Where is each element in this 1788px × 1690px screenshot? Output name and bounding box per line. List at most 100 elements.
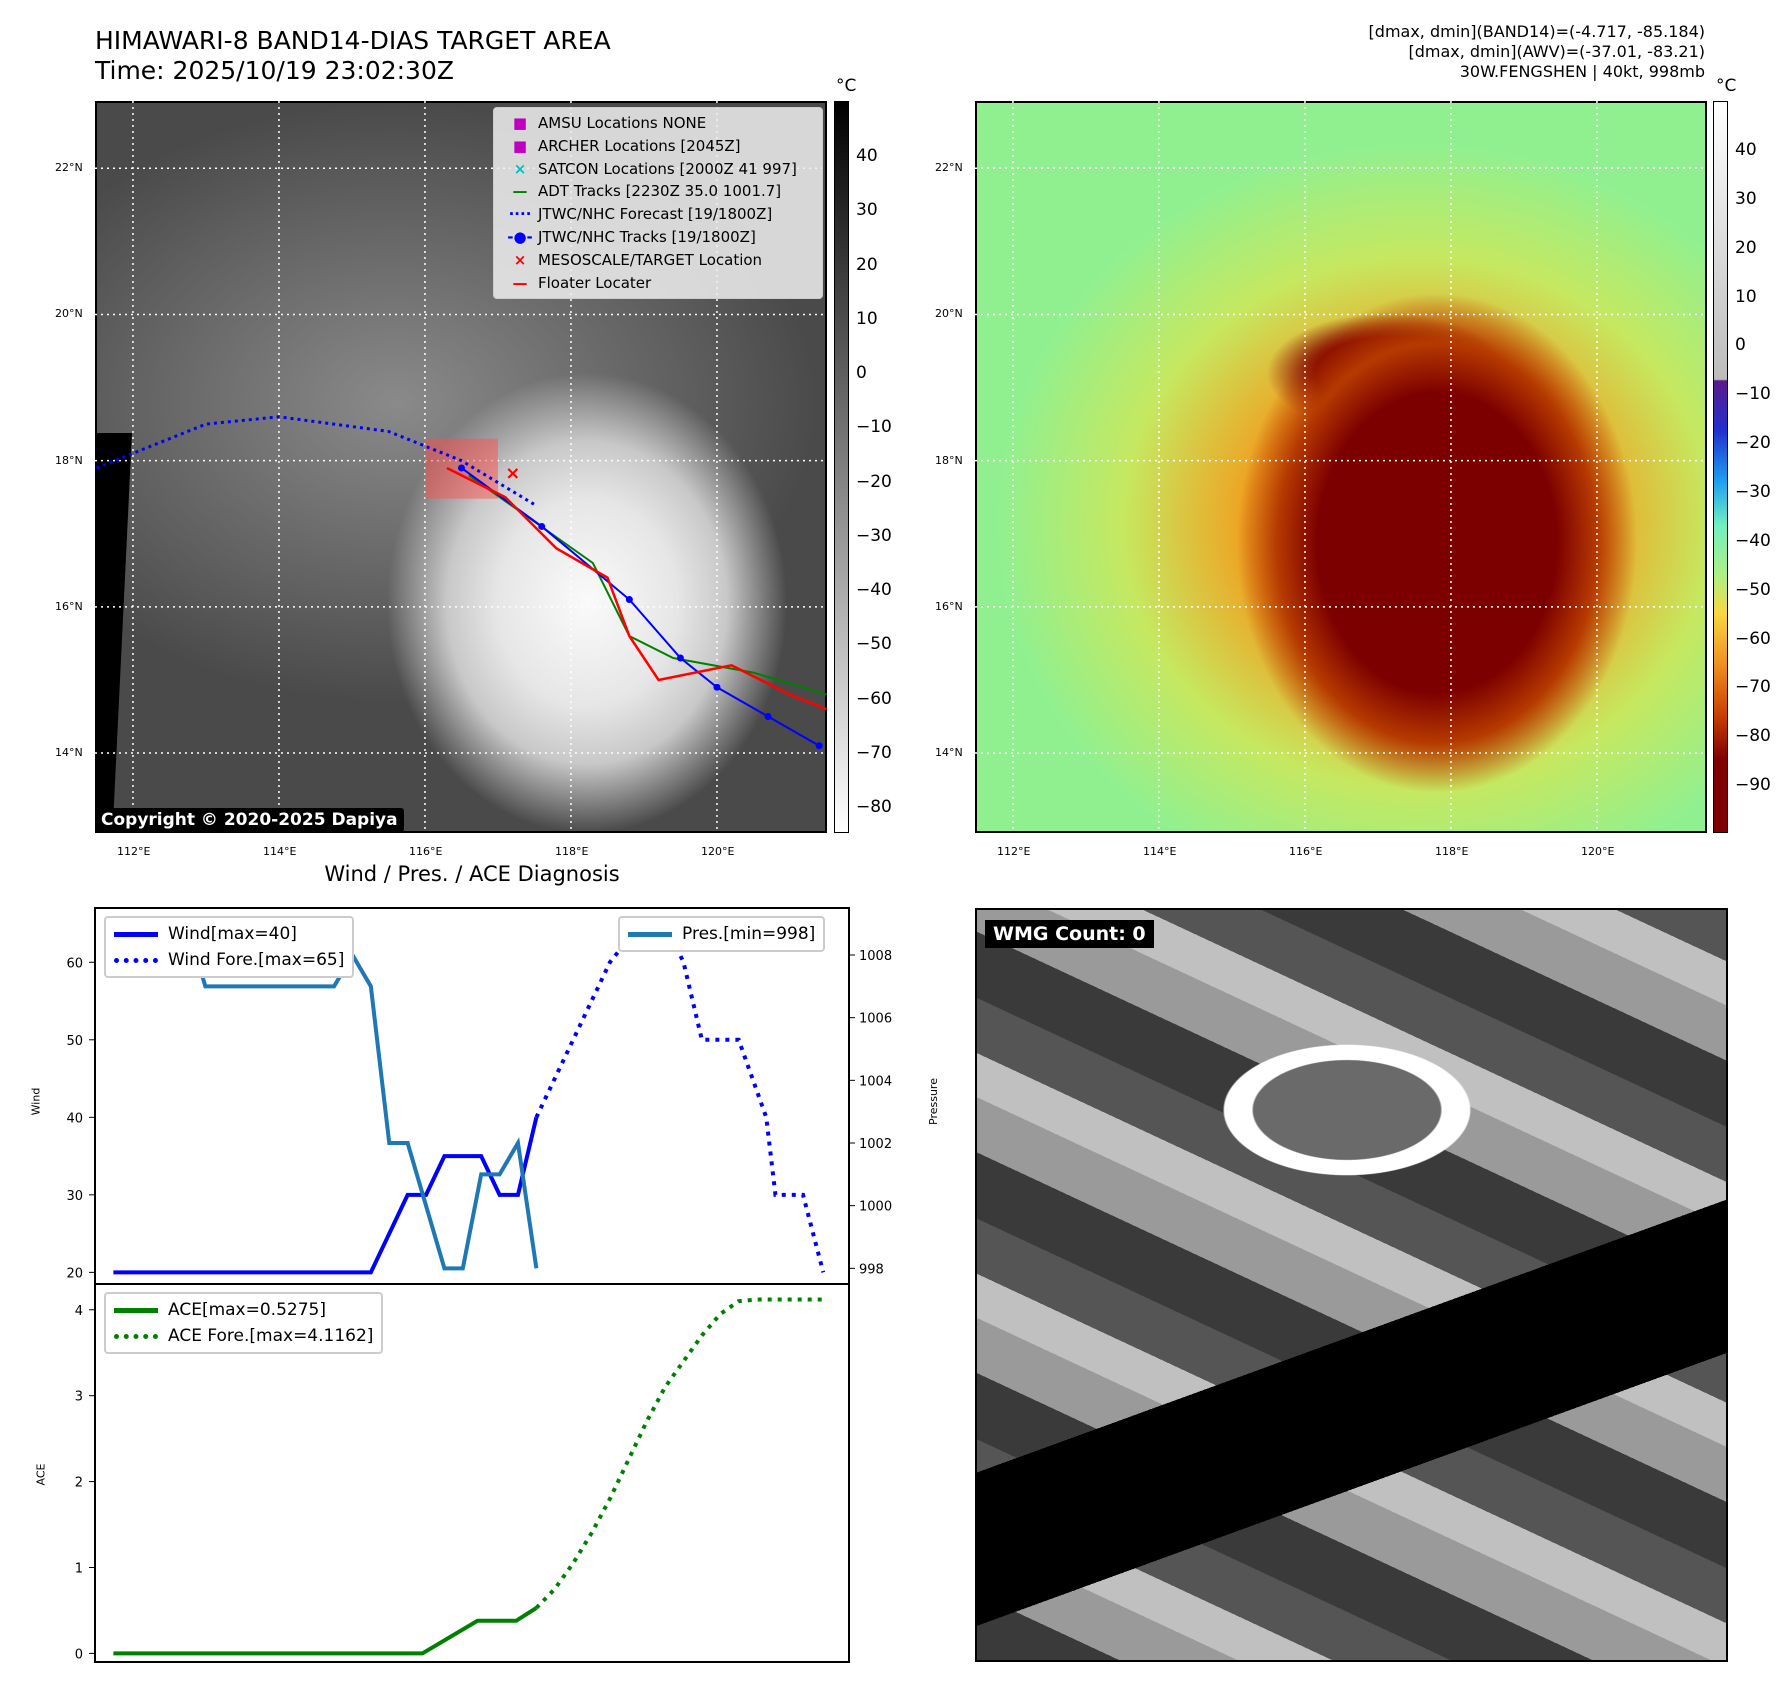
y-tick-label: 3 bbox=[75, 1390, 83, 1405]
series-line-pres- bbox=[113, 921, 539, 1271]
legend-label: ARCHER Locations [2045Z] bbox=[538, 136, 741, 155]
stats-block: [dmax, dmin](BAND14)=(-4.717, -85.184) [… bbox=[1369, 22, 1705, 82]
cbar2-tick: −20 bbox=[1735, 433, 1771, 454]
lat-tick: 14°N bbox=[935, 746, 963, 760]
time-text: Time: 2025/10/19 23:02:30Z bbox=[95, 56, 454, 85]
legend-item: — Floater Locater bbox=[502, 272, 652, 294]
jtwc-track-point bbox=[457, 464, 465, 472]
lon-tick: 118°E bbox=[1434, 845, 1469, 858]
y-tick-label: 60 bbox=[66, 956, 83, 971]
lat-tick: 18°N bbox=[55, 453, 83, 467]
lon-tick: 114°E bbox=[1142, 845, 1177, 858]
y-tick-label: 4 bbox=[75, 1304, 83, 1319]
jtwc-track-point bbox=[676, 654, 684, 662]
figure-title: HIMAWARI-8 BAND14-DIAS TARGET AREA Time: … bbox=[95, 26, 611, 86]
lon-tick: 118°E bbox=[554, 845, 589, 858]
legend-label: AMSU Locations NONE bbox=[538, 114, 707, 132]
legend-label: SATCON Locations [2000Z 41 997] bbox=[538, 159, 797, 178]
legend-item: — ADT Tracks [2230Z 35.0 1001.7] bbox=[502, 180, 782, 202]
legend-wind-fore: Wind Fore.[max=65] bbox=[168, 950, 345, 970]
cbar1-tick: −50 bbox=[856, 634, 892, 655]
lon-tick: 114°E bbox=[262, 845, 297, 858]
cbar2-tick: −80 bbox=[1735, 726, 1771, 747]
jtwc-track-point bbox=[625, 596, 633, 604]
legend-symbol-icon: — bbox=[512, 182, 528, 201]
cbar2-tick: 30 bbox=[1735, 188, 1757, 209]
cbar2-unit: °C bbox=[1716, 76, 1737, 96]
legend-pres: Pres.[min=998] bbox=[682, 924, 816, 944]
cbar2-tick: −90 bbox=[1735, 775, 1771, 796]
legend-item: ···· JTWC/NHC Forecast [19/1800Z] bbox=[502, 203, 773, 225]
cbar2-tick: −30 bbox=[1735, 481, 1771, 502]
cbar1-unit: °C bbox=[836, 76, 857, 96]
lat-tick: 16°N bbox=[55, 599, 83, 613]
legend-item: ■ AMSU Locations NONE bbox=[502, 112, 706, 134]
awv-map bbox=[975, 101, 1707, 833]
lon-tick: 120°E bbox=[700, 845, 735, 858]
lon-tick: 112°E bbox=[996, 845, 1031, 858]
wmg-count-label: WMG Count: 0 bbox=[985, 920, 1154, 948]
cbar2-tick: 10 bbox=[1735, 286, 1757, 307]
cbar1-tick: −60 bbox=[856, 688, 892, 709]
y2-tick-label: 1006 bbox=[859, 1012, 892, 1027]
legend-label: JTWC/NHC Forecast [19/1800Z] bbox=[538, 205, 773, 224]
lat-tick: 14°N bbox=[55, 746, 83, 760]
storm-info: 30W.FENGSHEN | 40kt, 998mb bbox=[1459, 62, 1705, 81]
y-tick-label: 0 bbox=[75, 1647, 83, 1662]
colorbar-awv bbox=[1713, 101, 1728, 833]
lon-tick: 112°E bbox=[116, 845, 151, 858]
legend-symbol-icon: ■ bbox=[512, 114, 528, 132]
ace-legend: ACE[max=0.5275] ACE Fore.[max=4.1162] bbox=[104, 1292, 384, 1354]
cbar2-tick: 20 bbox=[1735, 237, 1757, 258]
y2-tick-label: 1002 bbox=[859, 1137, 892, 1152]
legend-item: × MESOSCALE/TARGET Location bbox=[502, 249, 762, 271]
pressure-legend: Pres.[min=998] bbox=[618, 916, 826, 952]
colorbar-band14 bbox=[834, 101, 849, 833]
pressure-axis-label: Pressure bbox=[926, 1078, 940, 1125]
copyright-label: Copyright © 2020-2025 Dapiya bbox=[95, 808, 404, 832]
legend-symbol-icon: — bbox=[512, 273, 528, 292]
legend-ace: ACE[max=0.5275] bbox=[168, 1300, 326, 1320]
lat-tick: 22°N bbox=[935, 161, 963, 175]
cbar2-tick: −40 bbox=[1735, 530, 1771, 551]
floater-track bbox=[446, 466, 827, 711]
legend-wind: Wind[max=40] bbox=[168, 924, 297, 944]
cbar2-tick: 40 bbox=[1735, 140, 1757, 160]
legend-symbol-icon: ■ bbox=[512, 136, 528, 155]
cbar2-tick: −50 bbox=[1735, 579, 1771, 600]
mesoscale-target-marker: × bbox=[505, 463, 520, 484]
lon-tick: 116°E bbox=[1288, 845, 1323, 858]
y2-tick-label: 1008 bbox=[859, 949, 892, 964]
legend-ace-fore: ACE Fore.[max=4.1162] bbox=[168, 1326, 374, 1346]
chart-title: Wind / Pres. / ACE Diagnosis bbox=[324, 862, 620, 886]
y-tick-label: 30 bbox=[66, 1189, 83, 1204]
lat-tick: 22°N bbox=[55, 161, 83, 175]
legend-label: Floater Locater bbox=[538, 273, 652, 292]
jtwc-track-point bbox=[815, 742, 823, 750]
lat-tick: 20°N bbox=[935, 307, 963, 321]
legend-symbol-icon: ···· bbox=[508, 205, 532, 224]
lon-tick: 116°E bbox=[408, 845, 443, 858]
wind-axis-label: Wind bbox=[29, 1087, 43, 1116]
cbar1-tick: 30 bbox=[856, 200, 878, 221]
legend-item: -●- JTWC/NHC Tracks [19/1800Z] bbox=[502, 226, 756, 248]
cbar2-tick: 0 bbox=[1735, 335, 1746, 356]
legend-symbol-icon: -●- bbox=[507, 228, 533, 246]
legend-item: × SATCON Locations [2000Z 41 997] bbox=[502, 158, 797, 180]
cbar1-tick: 10 bbox=[856, 308, 878, 329]
y2-tick-label: 998 bbox=[859, 1262, 884, 1277]
series-line-ace bbox=[113, 1606, 538, 1656]
y-tick-label: 2 bbox=[75, 1476, 83, 1491]
cbar2-tick: −60 bbox=[1735, 628, 1771, 649]
jtwc-track-point bbox=[538, 522, 546, 530]
jtwc-track-point bbox=[764, 713, 772, 721]
cbar2-tick: −10 bbox=[1735, 384, 1771, 405]
cbar1-tick: −70 bbox=[856, 742, 892, 763]
chart-frame bbox=[94, 1283, 850, 1663]
cbar1-tick: −10 bbox=[856, 417, 892, 438]
legend-symbol-icon: × bbox=[513, 159, 527, 178]
y2-tick-label: 1004 bbox=[859, 1074, 892, 1089]
legend-label: ADT Tracks [2230Z 35.0 1001.7] bbox=[538, 182, 782, 201]
legend-label: MESOSCALE/TARGET Location bbox=[538, 250, 763, 269]
